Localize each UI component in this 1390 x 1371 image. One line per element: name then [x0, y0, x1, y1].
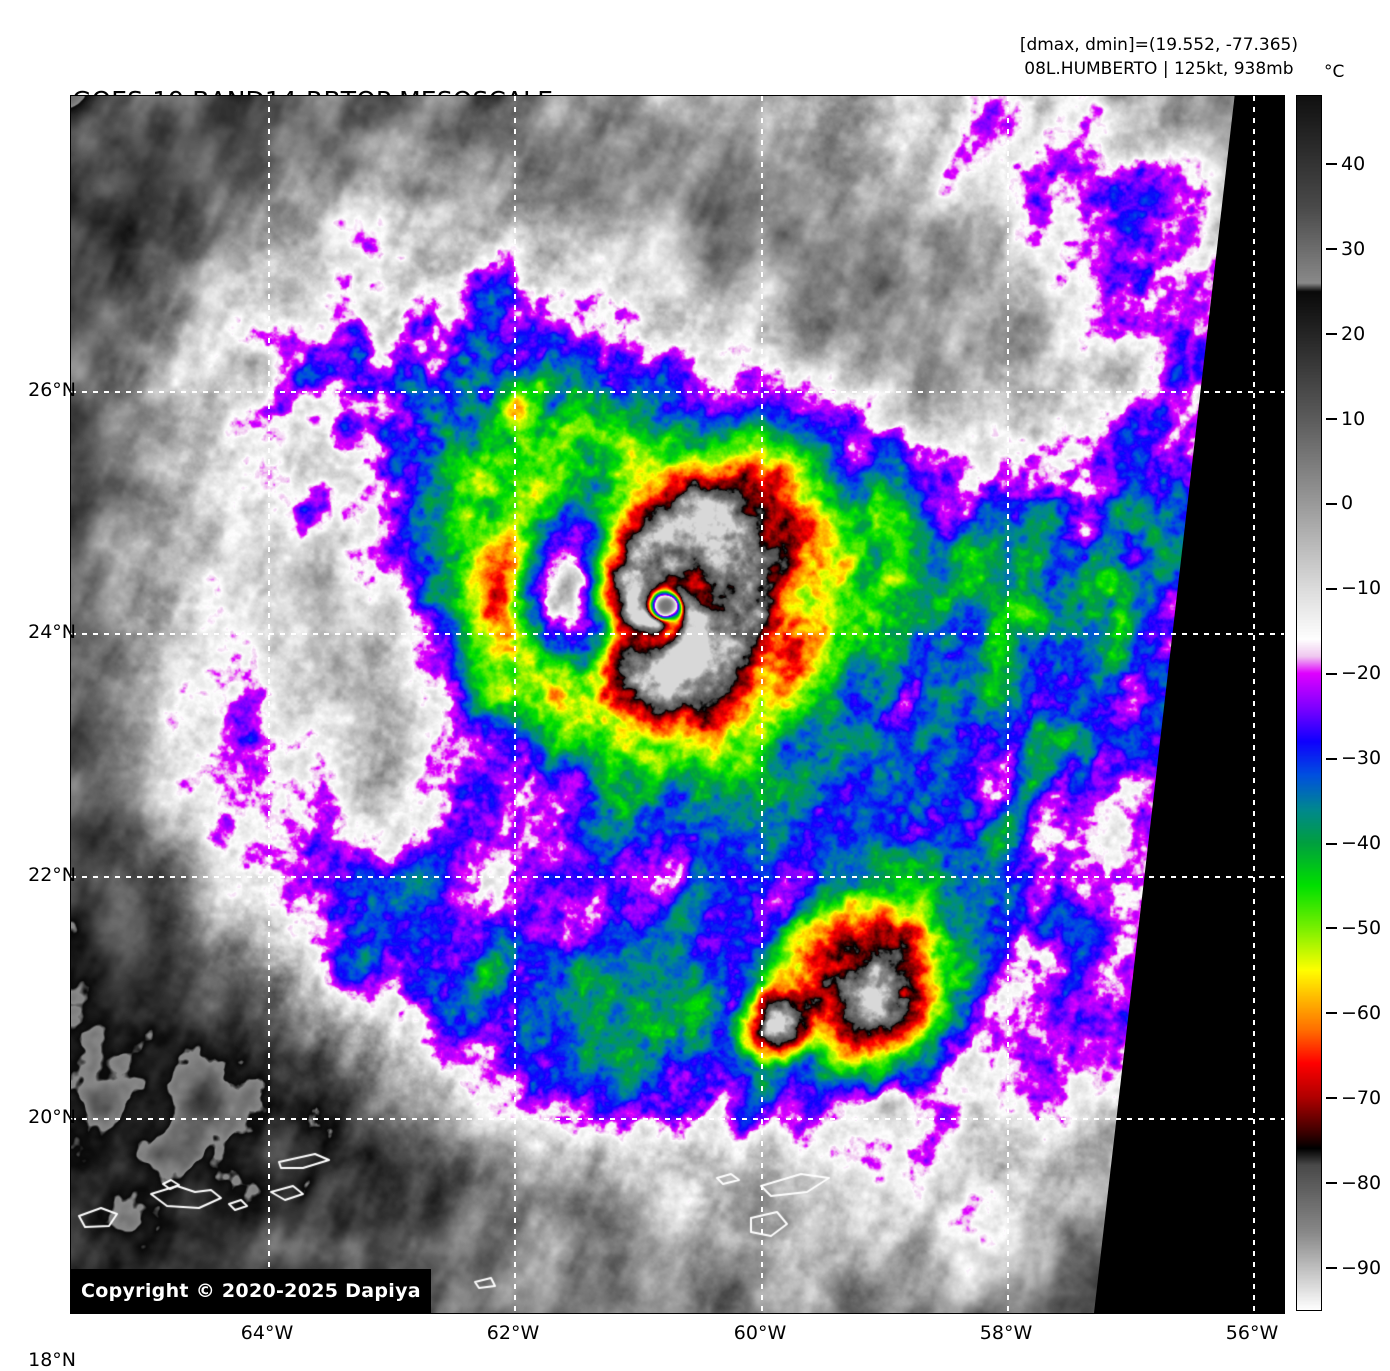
colorbar-tick-label: −50 — [1326, 917, 1381, 939]
colorbar-tick-label: 10 — [1326, 408, 1365, 430]
lat-tick-label: 26°N — [28, 379, 76, 401]
colorbar — [1296, 95, 1322, 1311]
colorbar-gradient — [1297, 96, 1321, 1310]
tick-dash — [1326, 502, 1337, 505]
colorbar-tick-label: −70 — [1326, 1087, 1381, 1109]
satellite-image-plot: Copyright © 2020-2025 Dapiya — [70, 95, 1285, 1314]
lat-tick-label: 20°N — [28, 1106, 76, 1128]
tick-dash — [1326, 1097, 1337, 1100]
colorbar-tick-label: −60 — [1326, 1002, 1381, 1024]
tick-dash — [1326, 1012, 1337, 1015]
colorbar-tick-label: −40 — [1326, 832, 1381, 854]
tick-dash — [1326, 757, 1337, 760]
lon-tick-label: 64°W — [240, 1322, 294, 1344]
copyright-text: Copyright © 2020-2025 Dapiya — [81, 1280, 421, 1302]
tick-dash — [1326, 418, 1337, 421]
colorbar-tick-label: −80 — [1326, 1172, 1381, 1194]
colorbar-tick-label: 0 — [1326, 492, 1353, 514]
tick-dash — [1326, 333, 1337, 336]
tick-dash — [1326, 927, 1337, 930]
colorbar-tick-label: −30 — [1326, 747, 1381, 769]
tick-dash — [1326, 587, 1337, 590]
tick-dash — [1326, 842, 1337, 845]
tick-dash — [1326, 1182, 1337, 1185]
tick-dash — [1326, 1267, 1337, 1270]
tick-dash — [1326, 163, 1337, 166]
lat-tick-label: 24°N — [28, 621, 76, 643]
tick-dash — [1326, 248, 1337, 251]
colorbar-tick-label: 40 — [1326, 153, 1365, 175]
lat-tick-label: 18°N — [28, 1349, 76, 1371]
lon-tick-label: 60°W — [733, 1322, 787, 1344]
satellite-imagery-canvas — [71, 96, 1284, 1313]
colorbar-tick-label: 30 — [1326, 238, 1365, 260]
copyright-banner: Copyright © 2020-2025 Dapiya — [71, 1269, 431, 1313]
colorbar-tick-label: −10 — [1326, 577, 1381, 599]
storm-info-label: 08L.HUMBERTO | 125kt, 938mb — [1024, 59, 1294, 79]
metadata-block: [dmax, dmin]=(19.552, -77.365) 08L.HUMBE… — [1020, 33, 1298, 81]
tick-dash — [1326, 672, 1337, 675]
lon-tick-label: 56°W — [1225, 1322, 1279, 1344]
domain-extent-label: [dmax, dmin]=(19.552, -77.365) — [1019, 35, 1298, 55]
lon-tick-label: 58°W — [979, 1322, 1033, 1344]
colorbar-tick-label: 20 — [1326, 323, 1365, 345]
colorbar-tick-label: −90 — [1326, 1257, 1381, 1279]
lat-tick-label: 22°N — [28, 864, 76, 886]
lon-tick-label: 62°W — [486, 1322, 540, 1344]
colorbar-tick-label: −20 — [1326, 662, 1381, 684]
colorbar-unit-label: °C — [1324, 62, 1345, 82]
